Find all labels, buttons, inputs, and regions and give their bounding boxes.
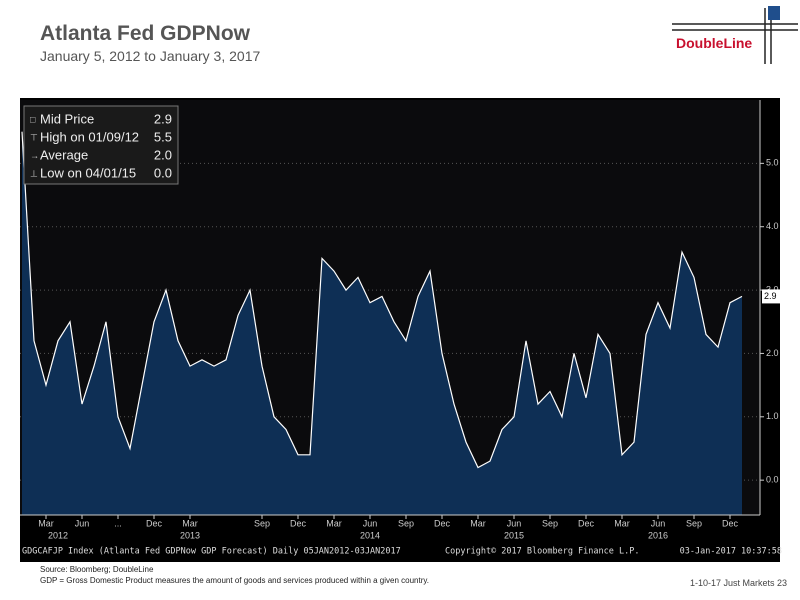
y-tick-label: 1.0 [766,411,779,421]
x-tick-label: Mar [326,518,342,528]
legend-value: 2.0 [154,147,172,162]
title: Atlanta Fed GDPNow [40,22,251,45]
legend-symbol: → [30,150,39,160]
x-tick-label: Mar [470,518,486,528]
source: Source: Bloomberg; DoubleLine [40,565,154,574]
note: GDP = Gross Domestic Product measures th… [40,576,430,585]
legend-symbol: ⊥ [30,168,38,178]
page-number: 1-10-17 Just Markets 23 [690,578,788,588]
legend-symbol: ⊤ [30,132,38,142]
legend: □ Mid Price 2.9 ⊤ High on 01/09/12 5.5 → Averag… [23,105,179,185]
x-tick-label: Dec [146,518,163,528]
footer-right: 03-Jan-2017 10:37:58 [680,547,782,557]
x-tick-label: Dec [434,518,451,528]
x-tick-label: Sep [254,518,270,528]
year-label: 2014 [360,530,380,540]
legend-label: Mid Price [40,111,94,126]
line [21,131,743,469]
legend-value: 5.5 [154,129,172,144]
x-tick-label: ... [114,518,122,528]
last-value-box [762,289,780,304]
footer-left: GDGCAFJP Index (Atlanta Fed GDPNow GDP F… [22,547,401,557]
logo-lines [672,6,798,64]
subtitle: January 5, 2012 to January 3, 2017 [40,48,261,64]
x-tick-label: Dec [722,518,739,528]
x-tick-label: Mar [182,518,198,528]
x-tick-label: Mar [614,518,630,528]
footer-strip [20,542,780,562]
x-tick-label: Sep [398,518,414,528]
x-tick-label: Sep [542,518,558,528]
legend-label: Low on 04/01/15 [40,165,136,180]
legend-value: 0.0 [154,165,172,180]
area [22,131,742,515]
legend-value: 2.9 [154,111,172,126]
x-tick-label: Jun [363,518,378,528]
legend-box [23,105,179,185]
chart: 0.01.02.03.04.05.02.9MarJun...DecMarSepD… [20,98,782,562]
x-tick-label: Mar [38,518,54,528]
year-label: 2012 [48,530,68,540]
x-tick-label: Jun [507,518,522,528]
y-tick-label: 0.0 [766,475,779,485]
y-tick-label: 2.0 [766,348,779,358]
last-value-label: 2.9 [764,291,777,301]
year-label: 2016 [648,530,668,540]
y-tick-label: 5.0 [766,158,779,168]
year-label: 2015 [504,530,524,540]
x-tick-label: Jun [75,518,90,528]
legend-label: High on 01/09/12 [40,129,139,144]
legend-label: Average [40,147,88,162]
x-tick-label: Dec [290,518,307,528]
logo: DoubleLine [676,35,753,51]
footer-mid: Copyright© 2017 Bloomberg Finance L.P. [445,547,639,557]
x-tick-label: Sep [686,518,702,528]
x-tick-label: Dec [578,518,595,528]
legend-symbol: □ [30,114,36,124]
x-tick-label: Jun [651,518,666,528]
y-tick-label: 4.0 [766,221,779,231]
year-label: 2013 [180,530,200,540]
